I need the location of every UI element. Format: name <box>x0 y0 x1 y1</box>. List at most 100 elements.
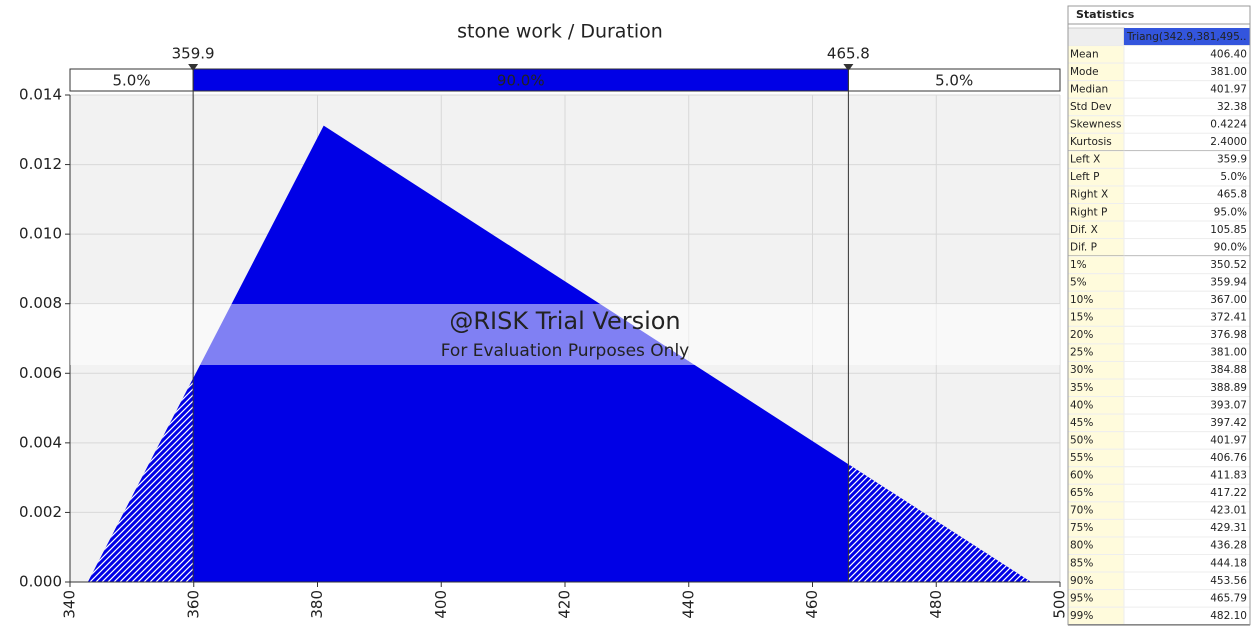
row-value: 2.4000 <box>1210 136 1247 148</box>
band-label: 5.0% <box>113 72 151 90</box>
y-tick-label: 0.002 <box>19 503 62 521</box>
x-tick-label: 460 <box>803 590 821 619</box>
row-label: 80% <box>1070 540 1093 552</box>
y-tick-label: 0.012 <box>19 155 62 173</box>
row-label: 10% <box>1070 294 1093 306</box>
row-label: 55% <box>1070 452 1093 464</box>
row-value: 359.94 <box>1210 276 1247 288</box>
x-tick-label: 500 <box>1051 590 1069 619</box>
row-label: Right P <box>1070 206 1107 218</box>
row-label-cell <box>1067 27 1125 47</box>
row-label: 45% <box>1070 417 1093 429</box>
row-label: 85% <box>1070 557 1093 569</box>
row-value: 417.22 <box>1210 487 1247 499</box>
x-tick-label: 360 <box>184 590 202 619</box>
watermark-band <box>70 304 1060 365</box>
row-value: 465.79 <box>1210 592 1247 604</box>
row-value: 406.40 <box>1210 48 1247 60</box>
delimiter-marker <box>188 64 199 71</box>
row-label: 40% <box>1070 399 1093 411</box>
row-value: 350.52 <box>1210 259 1247 271</box>
row-label: Mode <box>1070 66 1099 78</box>
chart-title: stone work / Duration <box>457 21 663 43</box>
row-label: 60% <box>1070 470 1093 482</box>
row-value: 406.76 <box>1210 452 1247 464</box>
y-tick-label: 0.006 <box>19 364 62 382</box>
x-tick-label: 400 <box>432 590 450 619</box>
x-tick-label: 340 <box>61 590 79 619</box>
row-label: 5% <box>1070 276 1087 288</box>
y-tick-label: 0.000 <box>19 573 62 591</box>
y-tick-label: 0.014 <box>19 86 62 104</box>
column-header: Triang(342.9,381,495.. <box>1126 31 1246 43</box>
x-tick-label: 380 <box>308 590 326 619</box>
row-label: Skewness <box>1070 119 1121 131</box>
row-value: 429.31 <box>1210 522 1247 534</box>
table-title: Statistics <box>1076 8 1135 21</box>
band-label: 5.0% <box>935 72 973 90</box>
row-label: Kurtosis <box>1070 136 1112 148</box>
row-value: 0.4224 <box>1210 119 1247 131</box>
row-value: 393.07 <box>1210 399 1247 411</box>
row-label: Median <box>1070 83 1108 95</box>
row-value: 423.01 <box>1210 505 1247 517</box>
row-value: 367.00 <box>1210 294 1247 306</box>
row-value: 401.97 <box>1210 434 1247 446</box>
row-label: Std Dev <box>1070 101 1112 113</box>
delimiter-label: 359.9 <box>172 45 215 63</box>
x-tick-label: 440 <box>679 590 697 619</box>
row-value: 95.0% <box>1214 206 1247 218</box>
y-tick-label: 0.008 <box>19 294 62 312</box>
watermark-title: @RISK Trial Version <box>449 307 680 335</box>
row-label: Left X <box>1070 154 1100 166</box>
row-label: Mean <box>1070 48 1099 60</box>
row-value: 453.56 <box>1210 575 1247 587</box>
row-label: 1% <box>1070 259 1087 271</box>
row-label: 15% <box>1070 312 1093 324</box>
row-value: 397.42 <box>1210 417 1247 429</box>
row-value: 482.10 <box>1210 610 1247 622</box>
row-value: 444.18 <box>1210 557 1247 569</box>
row-value: 372.41 <box>1210 312 1247 324</box>
y-tick-label: 0.010 <box>19 225 62 243</box>
row-value: 32.38 <box>1217 101 1247 113</box>
row-value: 401.97 <box>1210 83 1247 95</box>
row-value: 381.00 <box>1210 66 1247 78</box>
row-label: 35% <box>1070 382 1093 394</box>
row-value: 105.85 <box>1210 224 1247 236</box>
row-label: 99% <box>1070 610 1093 622</box>
row-label: 30% <box>1070 364 1093 376</box>
table-border <box>1067 5 1251 626</box>
row-value: 388.89 <box>1210 382 1247 394</box>
row-value: 411.83 <box>1210 470 1247 482</box>
row-value: 384.88 <box>1210 364 1247 376</box>
row-value: 465.8 <box>1217 189 1247 201</box>
row-label: 70% <box>1070 505 1093 517</box>
row-value: 436.28 <box>1210 540 1247 552</box>
statistics-table: Statistics Triang(342.9,381,495.. Mean 406.… <box>1067 5 1251 626</box>
y-tick-label: 0.004 <box>19 433 62 451</box>
row-label: Right X <box>1070 189 1108 201</box>
row-label: 20% <box>1070 329 1093 341</box>
row-label: 65% <box>1070 487 1093 499</box>
row-value: 381.00 <box>1210 347 1247 359</box>
band-label: 90.0% <box>497 72 545 90</box>
row-label: Dif. P <box>1070 241 1097 253</box>
row-label: 50% <box>1070 434 1093 446</box>
row-value: 376.98 <box>1210 329 1247 341</box>
row-label: Dif. X <box>1070 224 1098 236</box>
delimiter-marker <box>843 64 854 71</box>
watermark-subtitle: For Evaluation Purposes Only <box>441 341 690 361</box>
delimiter-label: 465.8 <box>827 45 870 63</box>
row-label: 95% <box>1070 592 1093 604</box>
row-value: 359.9 <box>1217 154 1247 166</box>
row-value: 90.0% <box>1214 241 1247 253</box>
row-value: 5.0% <box>1220 171 1247 183</box>
column-header-cell <box>1124 28 1250 46</box>
row-label: Left P <box>1070 171 1099 183</box>
row-label: 25% <box>1070 347 1093 359</box>
row-label: 90% <box>1070 575 1093 587</box>
row-label: 75% <box>1070 522 1093 534</box>
